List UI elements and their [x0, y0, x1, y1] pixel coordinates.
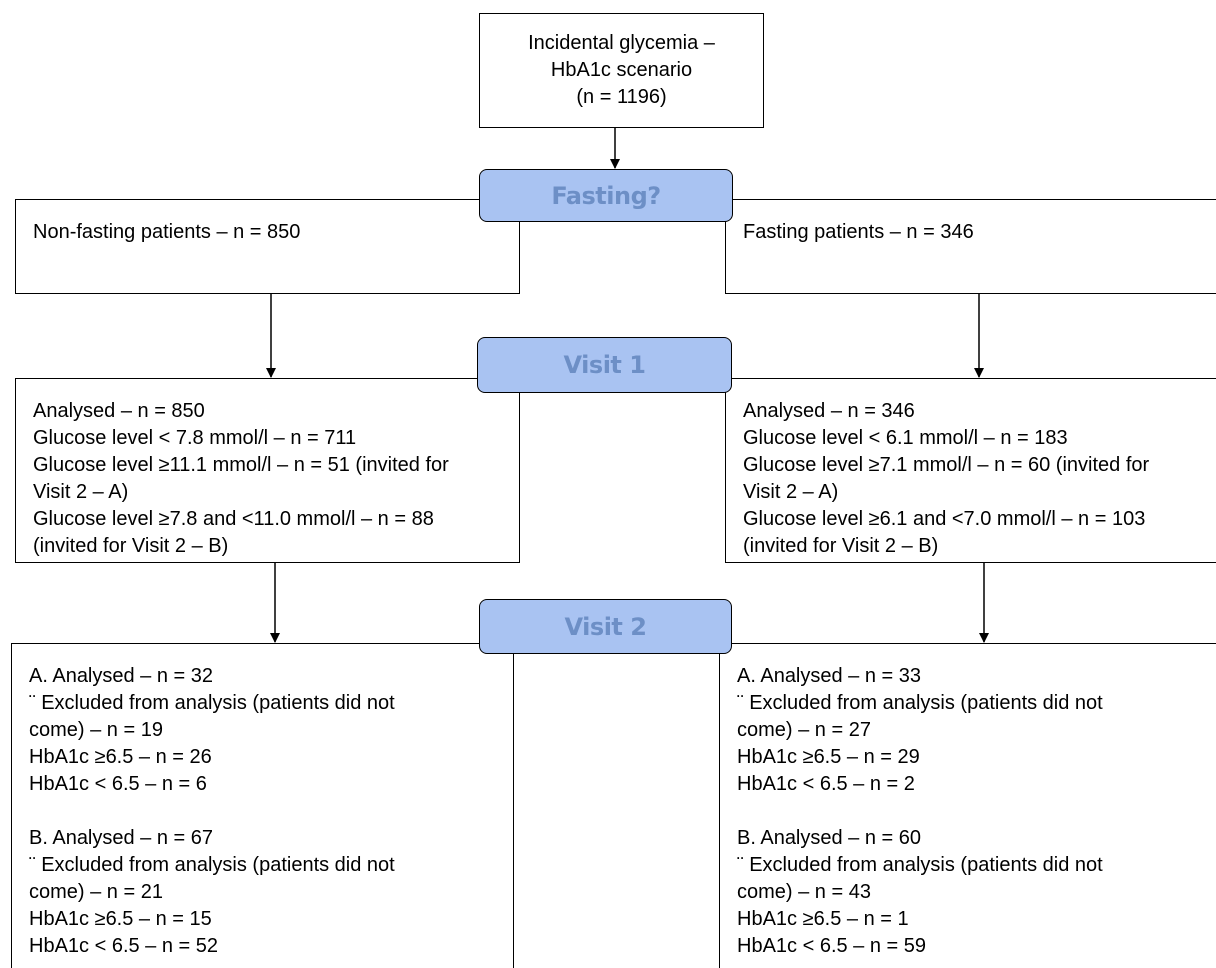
fasting-box: Fasting patients – n = 346	[725, 199, 1216, 294]
visit1-right-line: Glucose level ≥6.1 and <7.0 mmol/l – n =…	[743, 508, 1146, 530]
non-fasting-label: Non-fasting patients – n = 850	[33, 221, 301, 243]
visit1-right-line: Analysed – n = 346	[743, 400, 915, 422]
visit1-right-line: (invited for Visit 2 – B)	[743, 535, 939, 557]
visit1-right-box: Analysed – n = 346 Glucose level < 6.1 m…	[725, 378, 1216, 563]
fasting-pill: Fasting?	[479, 169, 733, 222]
visit2-left-b-line: ¨ Excluded from analysis (patients did n…	[29, 854, 395, 876]
visit2-right-a-line: HbA1c ≥6.5 – n = 29	[737, 746, 920, 768]
visit2-right-b-line: HbA1c < 6.5 – n = 59	[737, 935, 927, 957]
non-fasting-box: Non-fasting patients – n = 850	[15, 199, 520, 294]
top-box-line: Incidental glycemia –	[528, 32, 715, 54]
visit2-left-a-line: HbA1c ≥6.5 – n = 26	[29, 746, 212, 768]
spacer	[737, 798, 1216, 825]
visit2-right-a-line: ¨ Excluded from analysis (patients did n…	[737, 692, 1103, 714]
visit1-left-line: Analysed – n = 850	[33, 400, 205, 422]
visit2-right-box: A. Analysed – n = 33 ¨ Excluded from ana…	[719, 643, 1216, 968]
visit2-left-a-line: HbA1c < 6.5 – n = 6	[29, 773, 207, 795]
visit1-left-line: Visit 2 – A)	[33, 481, 129, 503]
visit2-pill: Visit 2	[479, 599, 732, 654]
visit2-left-a-line: ¨ Excluded from analysis (patients did n…	[29, 692, 395, 714]
visit2-right-b-line: B. Analysed – n = 60	[737, 827, 922, 849]
top-box: Incidental glycemia – HbA1c scenario (n …	[479, 13, 764, 128]
fasting-label: Fasting patients – n = 346	[743, 221, 974, 243]
visit2-right-b-line: come) – n = 43	[737, 881, 871, 903]
visit2-right-a-line: come) – n = 27	[737, 719, 871, 741]
visit1-left-line: (invited for Visit 2 – B)	[33, 535, 229, 557]
visit2-left-b-line: HbA1c < 6.5 – n = 52	[29, 935, 219, 957]
visit2-left-b-line: HbA1c ≥6.5 – n = 15	[29, 908, 212, 930]
visit1-right-line: Glucose level < 6.1 mmol/l – n = 183	[743, 427, 1068, 449]
visit2-right-b-line: HbA1c ≥6.5 – n = 1	[737, 908, 909, 930]
top-box-line: HbA1c scenario	[550, 59, 693, 81]
visit1-right-line: Visit 2 – A)	[743, 481, 839, 503]
visit2-right-b-line: ¨ Excluded from analysis (patients did n…	[737, 854, 1103, 876]
spacer	[29, 798, 513, 825]
visit2-right-a-line: A. Analysed – n = 33	[737, 665, 922, 687]
visit1-pill: Visit 1	[477, 337, 732, 393]
visit2-left-a-line: come) – n = 19	[29, 719, 163, 741]
visit1-left-line: Glucose level ≥7.8 and <11.0 mmol/l – n …	[33, 508, 434, 530]
visit2-left-box: A. Analysed – n = 32 ¨ Excluded from ana…	[11, 643, 514, 968]
visit2-right-a-line: HbA1c < 6.5 – n = 2	[737, 773, 915, 795]
visit1-left-line: Glucose level ≥11.1 mmol/l – n = 51 (inv…	[33, 454, 449, 476]
visit2-left-a-line: A. Analysed – n = 32	[29, 665, 214, 687]
visit2-left-b-line: come) – n = 21	[29, 881, 163, 903]
visit2-left-b-line: B. Analysed – n = 67	[29, 827, 214, 849]
visit1-left-box: Analysed – n = 850 Glucose level < 7.8 m…	[15, 378, 520, 563]
top-box-line: (n = 1196)	[576, 86, 667, 108]
visit1-right-line: Glucose level ≥7.1 mmol/l – n = 60 (invi…	[743, 454, 1150, 476]
visit1-left-line: Glucose level < 7.8 mmol/l – n = 711	[33, 427, 357, 449]
